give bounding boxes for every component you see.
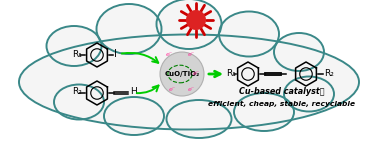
Text: e⁻: e⁻	[166, 52, 173, 57]
Text: R₂: R₂	[72, 87, 82, 96]
Ellipse shape	[156, 0, 222, 49]
Text: e⁻: e⁻	[169, 87, 175, 92]
Text: H: H	[130, 87, 137, 96]
Ellipse shape	[46, 26, 102, 66]
Text: e⁻: e⁻	[187, 87, 195, 92]
Text: I: I	[114, 49, 117, 59]
Ellipse shape	[219, 12, 279, 57]
Text: Cu-based catalyst：: Cu-based catalyst：	[239, 87, 325, 96]
Circle shape	[186, 10, 206, 30]
Ellipse shape	[54, 85, 104, 119]
Text: R₁: R₁	[72, 49, 82, 58]
Text: R₁: R₁	[226, 69, 236, 78]
Ellipse shape	[284, 77, 334, 111]
Circle shape	[160, 52, 204, 96]
Ellipse shape	[274, 33, 324, 71]
Ellipse shape	[104, 97, 164, 135]
Text: R₂: R₂	[324, 69, 334, 78]
Ellipse shape	[166, 100, 231, 138]
Ellipse shape	[96, 4, 161, 54]
Ellipse shape	[234, 93, 294, 131]
Text: efficient, cheap, stable, recyclable: efficient, cheap, stable, recyclable	[208, 101, 356, 107]
Text: e⁻: e⁻	[187, 52, 195, 57]
Ellipse shape	[19, 34, 359, 130]
Text: e⁻: e⁻	[192, 71, 200, 76]
Text: CuO/TiO₂: CuO/TiO₂	[164, 71, 200, 77]
